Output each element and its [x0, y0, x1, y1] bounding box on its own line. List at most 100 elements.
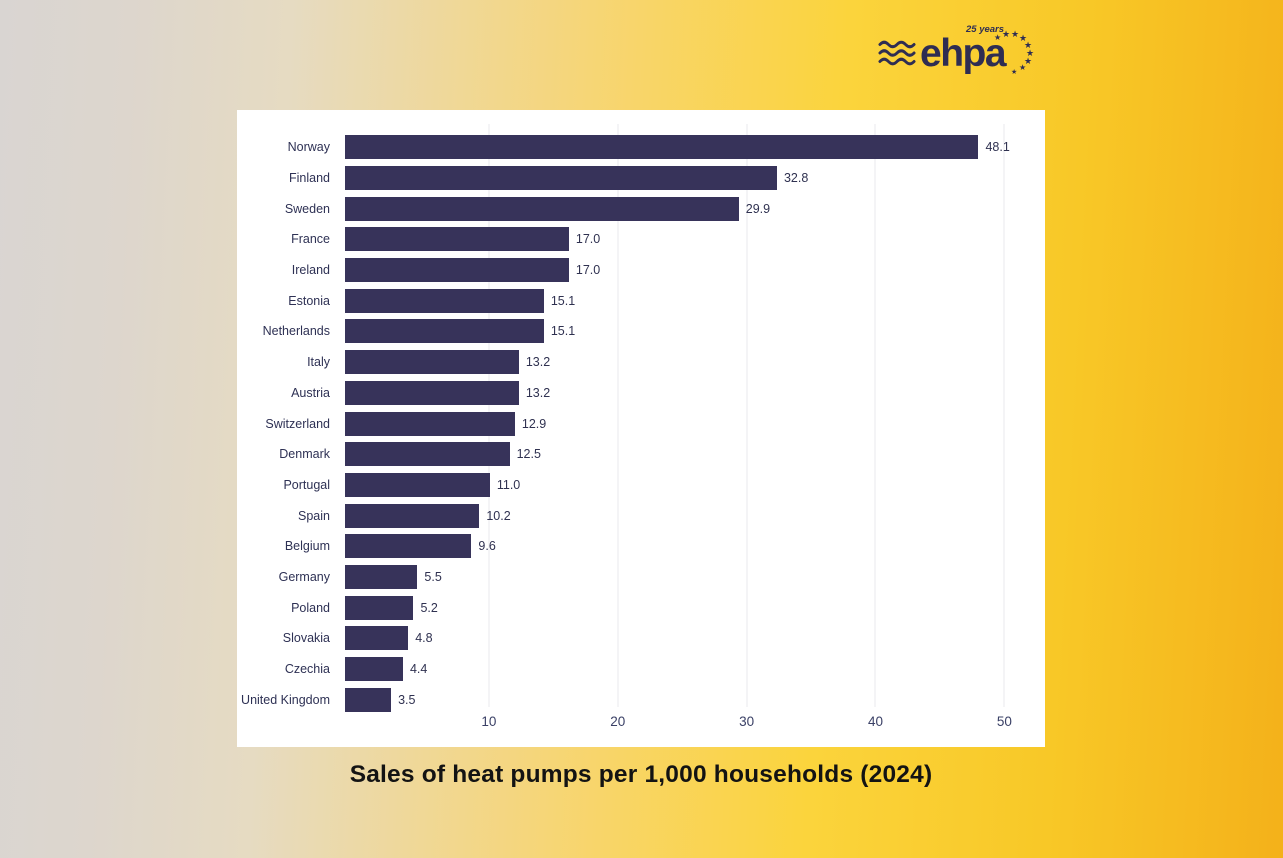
category-label: Norway [287, 140, 330, 155]
chart-row: United Kingdom 3.5 [237, 684, 1043, 715]
category-label: Spain [298, 508, 330, 523]
category-label: Finland [289, 171, 330, 186]
bar [345, 626, 409, 651]
category-label: Denmark [279, 447, 330, 462]
chart-row: Denmark 12.5 [237, 439, 1043, 470]
category-label: Czechia [284, 662, 330, 677]
logo-anniversary: 25 years [966, 24, 1005, 35]
chart-row: France 17.0 [237, 224, 1043, 255]
value-label: 12.5 [516, 447, 541, 462]
gridline [746, 124, 748, 707]
x-axis: 10 20 30 40 50 [360, 714, 1043, 734]
chart-row: Finland 32.8 [237, 163, 1043, 194]
gridline [874, 124, 876, 707]
bar [345, 288, 544, 313]
bar [345, 657, 403, 682]
category-label: Germany [278, 569, 330, 584]
ehpa-logo: 25 years ehpa ★ ★ ★ ★ ★ ★ ★ ★ ★ [878, 25, 1036, 83]
logo-text: 25 years ehpa [920, 24, 1007, 75]
bar [345, 442, 510, 467]
gridline [1003, 124, 1005, 707]
bar-area: 15.1 [345, 288, 1043, 313]
bar-area: 13.2 [345, 380, 1043, 405]
waves-icon [878, 40, 916, 66]
chart-row: Estonia 15.1 [237, 285, 1043, 316]
bar [345, 534, 472, 559]
x-tick-label: 50 [996, 714, 1012, 729]
chart-row: Spain 10.2 [237, 500, 1043, 531]
bar [345, 258, 569, 283]
category-label: Switzerland [265, 416, 330, 431]
category-label: Portugal [283, 477, 330, 492]
bar [345, 196, 739, 221]
gridline [617, 124, 619, 707]
category-label: France [291, 232, 330, 247]
value-label: 13.2 [525, 385, 551, 400]
category-label: Ireland [291, 263, 330, 278]
value-label: 32.8 [783, 171, 809, 186]
category-label: Italy [307, 355, 330, 370]
bar [345, 687, 392, 712]
chart-row: Austria 13.2 [237, 378, 1043, 409]
bar [345, 595, 414, 620]
category-label: Slovakia [282, 631, 330, 646]
category-label: Netherlands [262, 324, 330, 339]
chart-row: Portugal 11.0 [237, 470, 1043, 501]
bar-area: 5.2 [345, 595, 1043, 620]
bar-area: 11.0 [345, 472, 1043, 497]
value-label: 4.8 [415, 631, 433, 646]
bar-area: 12.5 [345, 442, 1043, 467]
logo-brand: ehpa [920, 31, 1007, 75]
bar [345, 319, 544, 344]
bar-area: 32.8 [345, 166, 1043, 191]
value-label: 11.0 [496, 477, 521, 492]
bar-area: 29.9 [345, 196, 1043, 221]
value-label: 5.5 [424, 569, 442, 584]
bar [345, 564, 418, 589]
category-label: Sweden [284, 201, 330, 216]
bar [345, 472, 490, 497]
chart-rows: Norway 48.1 Finland 32.8 Sweden 29.9 France 17.… [237, 132, 1043, 715]
category-label: Austria [291, 385, 330, 400]
chart-row: Belgium 9.6 [237, 531, 1043, 562]
chart-row: Poland 5.2 [237, 592, 1043, 623]
value-label: 17.0 [575, 263, 601, 278]
value-label: 15.1 [550, 293, 576, 308]
category-label: Estonia [288, 293, 330, 308]
bar-area: 17.0 [345, 258, 1043, 283]
bar [345, 503, 480, 528]
chart-row: Germany 5.5 [237, 562, 1043, 593]
bar-area: 5.5 [345, 564, 1043, 589]
bar-area: 13.2 [345, 350, 1043, 375]
bar [345, 227, 569, 252]
value-label: 3.5 [398, 692, 416, 707]
value-label: 4.4 [409, 662, 428, 677]
chart-title: Sales of heat pumps per 1,000 households… [349, 761, 933, 788]
value-label: 15.1 [550, 324, 576, 339]
value-label: 48.1 [985, 140, 1010, 155]
x-tick-label: 10 [481, 714, 497, 729]
value-label: 17.0 [575, 232, 601, 247]
bar [345, 166, 777, 191]
bar-area: 4.8 [345, 626, 1043, 651]
bar-area: 48.1 [345, 135, 1043, 160]
bar [345, 135, 979, 160]
x-tick-label: 40 [867, 714, 883, 729]
bar-area: 15.1 [345, 319, 1043, 344]
bar-area: 9.6 [345, 534, 1043, 559]
category-label: United Kingdom [241, 692, 330, 707]
category-label: Poland [291, 600, 330, 615]
bar-area: 10.2 [345, 503, 1043, 528]
chart-panel: Norway 48.1 Finland 32.8 Sweden 29.9 France 17.… [237, 110, 1045, 747]
value-label: 10.2 [486, 508, 511, 523]
bar-area: 12.9 [345, 411, 1043, 436]
category-label: Belgium [284, 539, 330, 554]
stars-arc-icon: ★ ★ ★ ★ ★ ★ ★ ★ ★ [994, 29, 1035, 77]
bar [345, 380, 519, 405]
bar [345, 350, 519, 375]
value-label: 12.9 [521, 416, 547, 431]
bar-area: 3.5 [345, 687, 1043, 712]
chart-row: Slovakia 4.8 [237, 623, 1043, 654]
chart-row: Switzerland 12.9 [237, 408, 1043, 439]
chart-row: Ireland 17.0 [237, 255, 1043, 286]
